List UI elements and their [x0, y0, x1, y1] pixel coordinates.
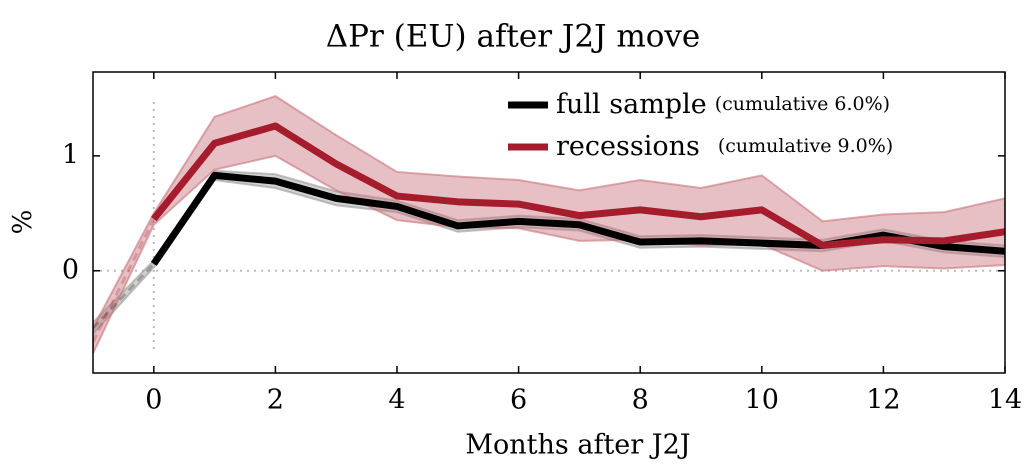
- legend-note: (cumulative 9.0%): [718, 135, 893, 157]
- x-tick-label: 8: [632, 385, 649, 416]
- confidence-band: [93, 169, 1005, 336]
- x-tick-label: 14: [988, 385, 1022, 416]
- x-tick-label: 10: [745, 385, 779, 416]
- x-tick-label: 4: [388, 385, 405, 416]
- legend-label: full sample (cumulative 6.0%): [556, 89, 890, 120]
- x-tick-label: 12: [866, 385, 900, 416]
- series-line: [151, 122, 1005, 249]
- legend-name: recessions: [556, 131, 700, 162]
- legend-label: recessions (cumulative 9.0%): [556, 131, 893, 162]
- x-tick-label: 0: [145, 385, 162, 416]
- plot-area: [93, 95, 1005, 354]
- plot-frame: [92, 71, 1006, 374]
- chart-title: ΔPr (EU) after J2J move: [326, 19, 701, 55]
- x-tick-label: 6: [510, 385, 527, 416]
- legend-note: (cumulative 6.0%): [715, 93, 890, 115]
- x-tick-label: 2: [267, 385, 284, 416]
- pre-period-line: [93, 262, 155, 330]
- pre-period-line: [93, 218, 156, 343]
- legend-name: full sample: [556, 89, 707, 120]
- x-axis-label: Months after J2J: [465, 430, 690, 461]
- y-axis-label: %: [8, 210, 38, 235]
- y-tick-label: 1: [62, 139, 79, 170]
- y-tick-label: 0: [62, 254, 79, 285]
